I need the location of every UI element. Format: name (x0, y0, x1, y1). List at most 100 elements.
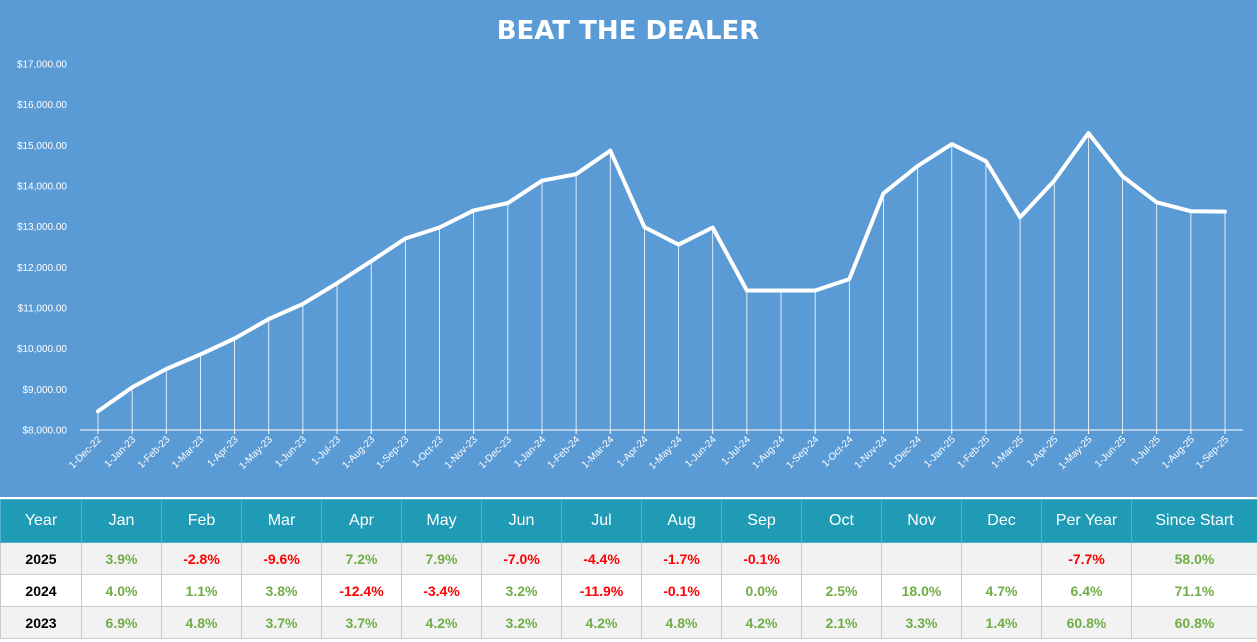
table-header-row: Year Jan Feb Mar Apr May Jun Jul Aug Sep Oct Nov Dec… (0, 499, 1257, 543)
return-cell: -12.4% (321, 574, 402, 607)
y-tick-label: $16,000.00 (17, 100, 67, 111)
table-row: 2025 3.9% -2.8% -9.6% 7.2% 7.9% -7.0% -4.4% -1.7… (0, 542, 1257, 575)
return-cell: 7.2% (321, 542, 402, 575)
column-header: Since Start (1131, 499, 1257, 543)
return-cell: 60.8% (1131, 606, 1257, 639)
table-row: 2023 6.9% 4.8% 3.7% 3.7% 4.2% 3.2% 4.2% 4.8% 4.2%… (0, 606, 1257, 639)
x-tick-label: 1-May-25 (1057, 434, 1095, 472)
return-cell: 4.2% (561, 606, 642, 639)
data-point (506, 201, 510, 205)
x-tick-label: 1-Jan-23 (103, 434, 139, 470)
data-point (608, 149, 612, 153)
x-tick-label: 1-Jun-23 (273, 434, 309, 470)
x-tick-label: 1-Jul-25 (1129, 434, 1163, 468)
data-point (130, 385, 134, 389)
series-line-group (96, 131, 1227, 414)
y-tick-label: $14,000.00 (17, 182, 67, 193)
y-tick-label: $8,000.00 (23, 426, 68, 437)
return-cell: 2.1% (801, 606, 882, 639)
x-tick-label: 1-May-24 (647, 434, 685, 472)
data-point (1086, 131, 1090, 135)
return-cell: -11.9% (561, 574, 642, 607)
column-header: Oct (801, 499, 882, 543)
data-point (745, 289, 749, 293)
x-tick-label: 1-Dec-24 (887, 434, 924, 471)
year-cell: 2024 (0, 574, 82, 607)
return-cell: 2.5% (801, 574, 882, 607)
data-point (472, 208, 476, 212)
y-tick-label: $17,000.00 (17, 60, 67, 71)
x-tick-label: 1-Feb-23 (136, 434, 173, 471)
return-cell: 6.9% (81, 606, 162, 639)
column-header: Sep (721, 499, 802, 543)
data-point (233, 337, 237, 340)
return-cell: -0.1% (721, 542, 802, 575)
return-cell (801, 542, 882, 575)
data-point (984, 159, 988, 163)
x-tick-label: 1-Apr-23 (205, 434, 241, 470)
return-cell: 4.2% (721, 606, 802, 639)
x-tick-label: 1-Jul-24 (720, 434, 754, 468)
data-point (847, 277, 851, 281)
return-cell: -7.0% (481, 542, 562, 575)
data-point (711, 225, 715, 229)
data-point (301, 302, 305, 306)
data-point (1223, 210, 1227, 214)
return-cell: 6.4% (1041, 574, 1132, 607)
x-tick-label: 1-Feb-24 (546, 434, 583, 471)
return-cell: 4.7% (961, 574, 1042, 607)
data-point (779, 289, 783, 293)
column-header: Mar (241, 499, 322, 543)
chart-area: BEAT THE DEALER $8,000.00 $9,000.00 $10,00… (0, 0, 1257, 497)
column-header: Feb (161, 499, 242, 543)
column-header: Dec (961, 499, 1042, 543)
x-tick-label: 1-Sep-25 (1194, 434, 1231, 471)
return-cell: -4.4% (561, 542, 642, 575)
column-header: Jan (81, 499, 162, 543)
y-axis: $8,000.00 $9,000.00 $10,000.00 $11,000.00 $1… (17, 60, 67, 437)
return-cell: -1.7% (641, 542, 722, 575)
x-tick-label: 1-Feb-25 (956, 434, 993, 471)
x-tick-label: 1-Dec-22 (67, 434, 104, 471)
return-cell: 60.8% (1041, 606, 1132, 639)
data-point (916, 164, 920, 168)
column-header: Jul (561, 499, 642, 543)
x-tick-label: 1-Nov-24 (853, 434, 890, 471)
return-cell: 3.7% (321, 606, 402, 639)
return-cell: 3.9% (81, 542, 162, 575)
y-tick-label: $9,000.00 (23, 385, 68, 396)
data-point (574, 172, 578, 176)
data-point (1189, 209, 1193, 213)
table-row: 2024 4.0% 1.1% 3.8% -12.4% -3.4% 3.2% -11.9% -0.… (0, 574, 1257, 607)
return-cell (881, 542, 962, 575)
return-cell: -3.4% (401, 574, 482, 607)
data-point (642, 225, 646, 229)
return-cell: 4.8% (161, 606, 242, 639)
x-tick-label: 1-Mar-24 (580, 434, 617, 471)
data-point (1121, 174, 1125, 178)
x-tick-label: 1-Jun-24 (683, 434, 719, 470)
x-tick-label: 1-Jan-24 (512, 434, 548, 470)
data-point (369, 259, 373, 263)
line-chart: BEAT THE DEALER $8,000.00 $9,000.00 $10,00… (17, 16, 1243, 472)
return-cell: -0.1% (641, 574, 722, 607)
column-header: Aug (641, 499, 722, 543)
year-cell: 2025 (0, 542, 82, 575)
data-point (881, 191, 885, 195)
return-cell: -9.6% (241, 542, 322, 575)
data-point (335, 281, 339, 285)
x-tick-label: 1-Mar-25 (990, 434, 1027, 471)
data-point (198, 352, 202, 356)
x-tick-label: 1-Aug-25 (1160, 434, 1197, 471)
return-cell: 7.9% (401, 542, 482, 575)
data-point (96, 409, 100, 413)
x-tick-label: 1-Apr-24 (615, 434, 651, 470)
x-tick-label: 1-Oct-24 (820, 434, 856, 470)
data-point (1052, 179, 1056, 183)
x-tick-label: 1-Nov-23 (443, 434, 480, 471)
column-header: May (401, 499, 482, 543)
return-cell: 18.0% (881, 574, 962, 607)
year-cell: 2023 (0, 606, 82, 639)
x-tick-label: 1-Jun-25 (1093, 434, 1129, 470)
x-tick-label: 1-May-23 (237, 434, 275, 472)
